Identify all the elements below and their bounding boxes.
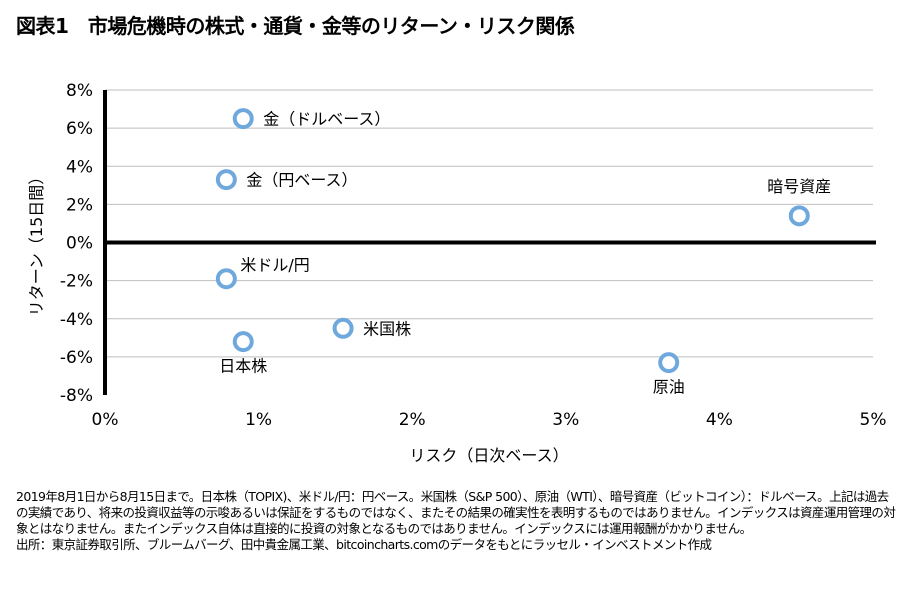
x-tick-label: 5% <box>860 410 887 430</box>
x-tick-label: 3% <box>552 410 579 430</box>
x-tick-label: 4% <box>706 410 733 430</box>
data-label: 米国株 <box>363 319 411 338</box>
data-point <box>658 352 680 374</box>
data-label: 暗号資産 <box>767 177 831 196</box>
y-tick-label: -4% <box>60 310 93 330</box>
data-point <box>215 169 237 191</box>
x-axis-title: リスク（日次ベース） <box>409 446 568 465</box>
y-tick-label: -2% <box>60 272 93 292</box>
footnote-disclaimer: 2019年8月1日から8月15日まで。日本株（TOPIX)、米ドル/円：円ベース… <box>16 489 896 536</box>
y-tick-label: 6% <box>66 119 93 139</box>
data-label: 米ドル/円 <box>240 256 309 275</box>
data-point <box>788 205 810 227</box>
y-tick-label: -6% <box>60 348 93 368</box>
data-point <box>215 268 237 290</box>
data-point <box>232 108 254 130</box>
x-tick-label: 2% <box>399 410 426 430</box>
data-point <box>332 317 354 339</box>
y-tick-label: 0% <box>66 234 93 254</box>
y-axis-title: リターン（15日間） <box>27 169 46 317</box>
data-label: 原油 <box>653 378 685 397</box>
footnote-source: 出所：東京証券取引所、ブルームバーグ、田中貴金属工業、bitcoincharts… <box>16 537 712 552</box>
y-tick-label: 4% <box>66 157 93 177</box>
chart-title: 図表1 市場危機時の株式・通貨・金等のリターン・リスク関係 <box>16 14 575 38</box>
data-point <box>232 331 254 353</box>
footnotes: 2019年8月1日から8月15日まで。日本株（TOPIX)、米ドル/円：円ベース… <box>16 489 896 553</box>
data-label: 金（円ベース） <box>246 171 357 190</box>
x-tick-label: 0% <box>92 410 119 430</box>
y-tick-label: -8% <box>60 386 93 406</box>
data-label: 日本株 <box>219 357 267 376</box>
x-tick-label: 1% <box>245 410 272 430</box>
y-tick-label: 8% <box>66 81 93 101</box>
data-label: 金（ドルベース） <box>263 110 390 129</box>
scatter-chart: 8% 6% 4% 2% 0% -2% -4% -6% -8% 0% 1% 2% 3% 4% 5% リスク（日次… <box>27 81 887 465</box>
y-tick-label: 2% <box>66 195 93 215</box>
